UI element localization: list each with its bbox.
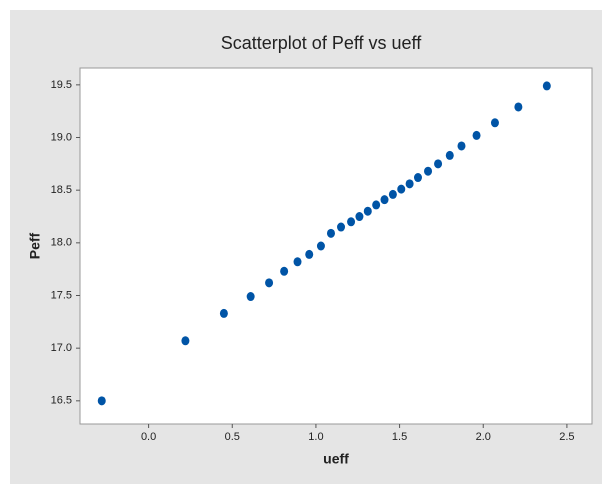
- x-tick-label: 0.0: [141, 431, 156, 443]
- chart-title: Scatterplot of Peff vs ueff: [221, 33, 422, 53]
- point: [97, 396, 106, 406]
- point: [181, 336, 190, 346]
- point: [316, 241, 325, 251]
- y-axis-label: Peff: [27, 232, 43, 259]
- point: [380, 195, 389, 205]
- plot-area: [79, 67, 593, 425]
- point: [434, 159, 443, 169]
- point: [280, 266, 289, 276]
- point: [388, 189, 397, 199]
- point: [347, 217, 356, 227]
- point: [424, 166, 433, 176]
- y-tick-label: 19.5: [51, 79, 72, 91]
- point: [355, 212, 364, 222]
- y-tick-label: 17.0: [51, 342, 72, 354]
- point: [457, 141, 466, 151]
- point: [363, 206, 372, 216]
- point: [397, 184, 406, 194]
- point: [219, 308, 228, 318]
- point: [293, 257, 302, 267]
- x-tick-label: 1.0: [308, 431, 323, 443]
- y-tick-label: 17.5: [51, 289, 72, 301]
- point: [305, 249, 314, 259]
- x-axis-label: ueff: [323, 451, 349, 467]
- point: [265, 278, 274, 288]
- y-tick-label: 18.0: [51, 237, 72, 249]
- x-tick-label: 2.0: [476, 431, 491, 443]
- y-tick-label: 19.0: [51, 131, 72, 143]
- point: [490, 118, 499, 128]
- point: [542, 81, 551, 91]
- point: [413, 173, 422, 183]
- point: [246, 292, 255, 302]
- point: [514, 102, 523, 112]
- point: [472, 130, 481, 140]
- point: [405, 179, 414, 189]
- y-tick-label: 18.5: [51, 184, 72, 196]
- x-tick-label: 2.5: [559, 431, 574, 443]
- point: [337, 222, 346, 232]
- point: [326, 228, 335, 238]
- point: [445, 150, 454, 160]
- x-tick-label: 1.5: [392, 431, 407, 443]
- x-tick-label: 0.5: [225, 431, 240, 443]
- y-tick-label: 16.5: [51, 395, 72, 407]
- point: [372, 200, 381, 210]
